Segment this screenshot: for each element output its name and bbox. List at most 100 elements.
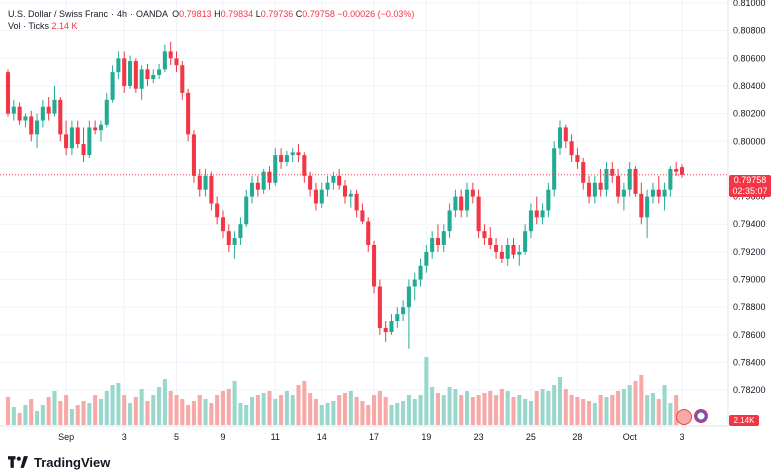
candle-body-115 xyxy=(674,168,679,172)
candle-1 xyxy=(11,99,16,121)
candle-89 xyxy=(523,224,528,255)
volume-bar-66 xyxy=(389,405,394,425)
candle-body-11 xyxy=(69,127,74,149)
time-tick-10: 28 xyxy=(572,432,582,442)
volume-bar-52 xyxy=(308,393,313,425)
volume-bar-12 xyxy=(75,405,80,425)
candle-body-69 xyxy=(406,286,411,308)
candle-body-15 xyxy=(93,127,98,131)
low-value: 0.79736 xyxy=(260,9,294,19)
price-tick-7: 0.79400 xyxy=(733,219,766,229)
candle-body-53 xyxy=(313,189,318,204)
candle-body-63 xyxy=(372,244,377,287)
candle-body-44 xyxy=(261,171,266,190)
legend-title-row: U.S. Dollar / Swiss Franc · 4h · OANDA O0.79… xyxy=(8,9,415,19)
candle-40 xyxy=(238,217,243,245)
lightning-icon[interactable] xyxy=(676,409,692,425)
volume-bar-26 xyxy=(157,387,162,425)
volume-bar-9 xyxy=(58,401,63,425)
volume-bar-107 xyxy=(627,385,632,425)
volume-bar-8 xyxy=(52,391,57,425)
candle-26 xyxy=(157,63,162,80)
volume-bar-51 xyxy=(302,381,307,425)
volume-bar-39 xyxy=(232,381,237,425)
time-axis: Sep 3 5 9 11 14 17 19 23 25 28 Oct 3 xyxy=(58,432,684,442)
volume-bar-109 xyxy=(639,375,644,425)
us-flag-icon[interactable] xyxy=(694,409,708,423)
volume-bar-81 xyxy=(476,395,481,425)
volume-bar-4 xyxy=(29,399,34,425)
volume-bar-74 xyxy=(435,393,440,425)
candle-4 xyxy=(29,110,34,142)
candle-76 xyxy=(447,203,452,239)
candle-110 xyxy=(645,189,650,239)
volume-bar-35 xyxy=(209,403,214,425)
brand-name: TradingView xyxy=(34,454,111,470)
candles xyxy=(5,41,685,349)
volume-bar-33 xyxy=(197,395,202,425)
tradingview-logo[interactable]: TradingView xyxy=(8,454,111,470)
candle-73 xyxy=(430,231,435,259)
candle-body-6 xyxy=(40,106,45,121)
candle-body-93 xyxy=(546,189,551,211)
candle-109 xyxy=(639,182,644,225)
candle-body-40 xyxy=(238,224,243,239)
volume-bar-41 xyxy=(244,405,249,425)
volume-bar-98 xyxy=(575,397,580,425)
candle-21 xyxy=(127,55,133,89)
volume-bar-21 xyxy=(127,403,133,425)
volume-bar-64 xyxy=(377,391,382,425)
candle-body-72 xyxy=(424,251,429,266)
candle-50 xyxy=(296,144,301,163)
volume-bar-55 xyxy=(325,403,330,425)
candle-13 xyxy=(81,127,86,163)
candle-80 xyxy=(470,182,475,204)
candle-body-114 xyxy=(668,168,673,190)
volume-bar-105 xyxy=(616,391,621,425)
volume-bar-84 xyxy=(494,395,499,425)
volume-bar-108 xyxy=(633,381,638,425)
candle-body-5 xyxy=(35,120,40,135)
candle-body-68 xyxy=(401,307,406,315)
symbol-name[interactable]: U.S. Dollar / Swiss Franc xyxy=(8,9,109,19)
interval[interactable]: 4h xyxy=(117,9,128,19)
candle-104 xyxy=(610,162,615,183)
volume-bar-43 xyxy=(255,395,260,425)
candle-body-62 xyxy=(366,221,371,245)
candle-body-35 xyxy=(209,175,214,204)
volume-bar-80 xyxy=(470,397,475,425)
candle-58 xyxy=(342,179,348,204)
candle-body-109 xyxy=(639,193,644,218)
volume-bar-85 xyxy=(499,389,504,425)
candle-body-23 xyxy=(139,69,144,89)
volume-label[interactable]: Vol · Ticks xyxy=(8,21,50,31)
price-tick-4: 0.80200 xyxy=(733,109,766,119)
candle-body-16 xyxy=(98,124,103,131)
candle-body-20 xyxy=(122,58,127,86)
volume-bar-58 xyxy=(342,393,348,425)
volume-bar-0 xyxy=(5,397,11,425)
candle-17 xyxy=(104,92,109,128)
price-tick-12: 0.78400 xyxy=(733,358,766,368)
candle-35 xyxy=(209,171,214,211)
volume-bar-2 xyxy=(17,413,22,425)
candle-body-31 xyxy=(186,92,191,135)
candle-body-89 xyxy=(523,231,528,252)
candle-66 xyxy=(389,314,394,335)
candle-body-58 xyxy=(342,185,348,197)
candle-12 xyxy=(75,120,80,149)
volume-bar-42 xyxy=(250,397,255,425)
candle-87 xyxy=(511,238,516,259)
candle-107 xyxy=(627,162,632,197)
candle-92 xyxy=(540,203,545,225)
price-tick-2: 0.80600 xyxy=(733,53,766,63)
volume-bar-3 xyxy=(23,405,28,425)
candle-body-59 xyxy=(348,193,353,197)
candle-body-112 xyxy=(656,189,661,197)
candle-body-7 xyxy=(46,106,51,114)
candle-body-43 xyxy=(255,182,260,190)
candle-body-85 xyxy=(499,251,504,259)
volume-bar-71 xyxy=(418,395,423,425)
candle-48 xyxy=(284,150,289,167)
